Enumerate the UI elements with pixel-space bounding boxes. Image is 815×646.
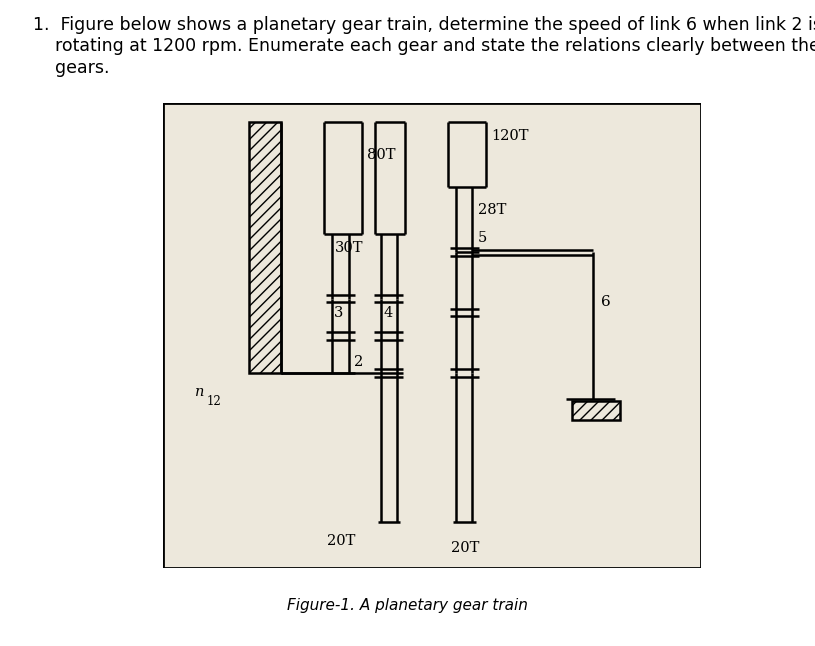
Text: rotating at 1200 rpm. Enumerate each gear and state the relations clearly betwee: rotating at 1200 rpm. Enumerate each gea… [33, 37, 815, 56]
Text: 30T: 30T [335, 240, 363, 255]
Text: 5: 5 [478, 231, 487, 245]
Text: 20T: 20T [451, 541, 479, 554]
Text: 3: 3 [333, 306, 343, 320]
Text: Figure-1. A planetary gear train: Figure-1. A planetary gear train [287, 598, 528, 612]
Text: gears.: gears. [33, 59, 109, 77]
Text: n: n [196, 385, 205, 399]
Text: 20T: 20T [327, 534, 355, 548]
Text: 2: 2 [354, 355, 363, 368]
Text: 120T: 120T [491, 129, 529, 143]
Bar [572, 401, 620, 420]
Text: 6: 6 [601, 295, 611, 309]
Text: 4: 4 [384, 306, 393, 320]
Text: 28T: 28T [478, 203, 506, 217]
Bar [249, 122, 281, 373]
Text: 80T: 80T [368, 147, 396, 162]
Text: 1.  Figure below shows a planetary gear train, determine the speed of link 6 whe: 1. Figure below shows a planetary gear t… [33, 16, 815, 34]
Text: 12: 12 [207, 395, 222, 408]
